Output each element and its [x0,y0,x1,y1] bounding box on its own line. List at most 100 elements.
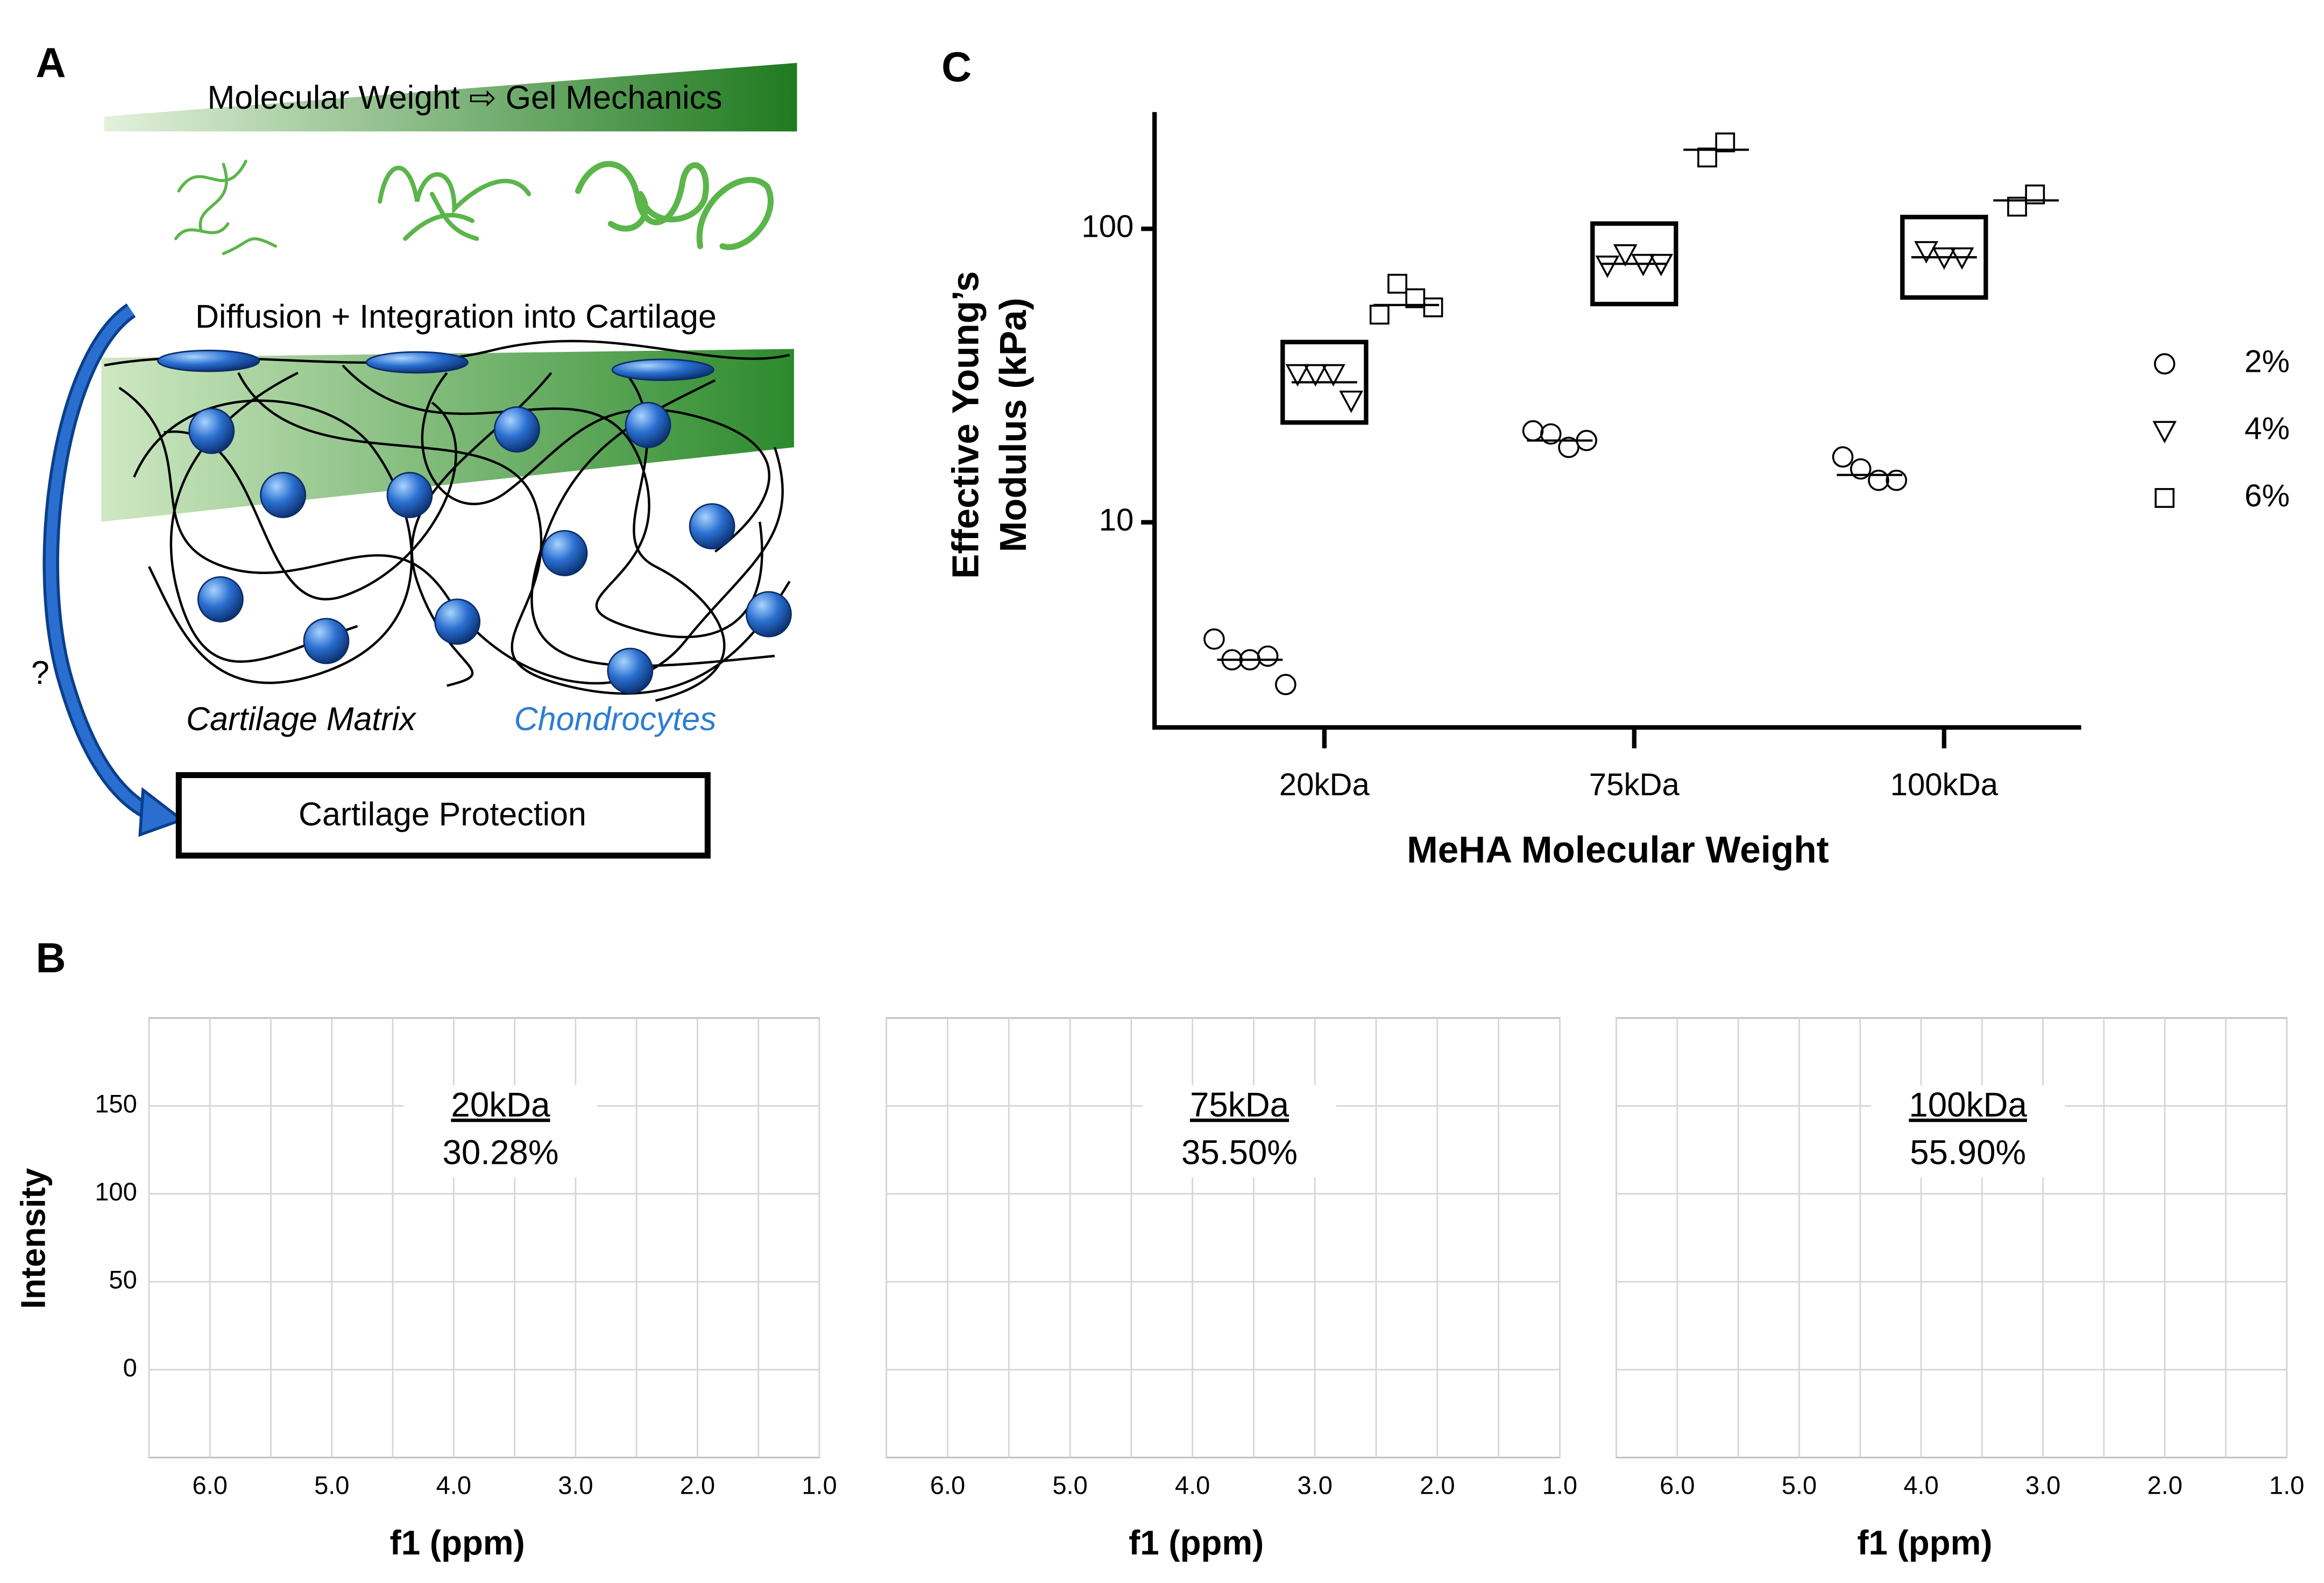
x-axis-title: f1 (ppm) [1129,1524,1264,1562]
x-tick-label: 1.0 [2269,1471,2304,1500]
gradient-wedge [104,62,797,132]
marker-square [1697,147,1717,168]
x-axis-title: f1 (ppm) [1857,1524,1992,1562]
marker-square [2025,184,2045,204]
marker-triangle [1914,241,1939,264]
arrow [46,306,152,817]
panel-label: C [941,44,972,90]
annotation-value: 30.28% [442,1134,558,1172]
x-axis-title: f1 (ppm) [390,1524,525,1562]
highlight-box [1900,215,1988,300]
x-tick-label: 5.0 [1052,1471,1087,1500]
annotation-label: 100kDa [1909,1086,2027,1124]
x-axis-title: MeHA Molecular Weight [1407,829,1829,871]
marker-circle [2153,353,2176,375]
plot-frame [1616,1017,2288,1459]
panel-c: C 10 100 20kDa 75kDa 100kDa MeHA Molecular Wei… [941,44,2290,871]
panel-a: A Molecular Weight ⇨ Gel Mechanics Diffu… [31,40,797,859]
panel-label: B [36,935,66,981]
annotation-bg [1143,1085,1336,1178]
panel-b: 6.0 5.0 4.0 3.0 2.0 1.0 0 50 100 150 20kDa 30.28% f1… [14,1017,2304,1562]
y-axis-title: Effective Young’s [944,271,986,579]
x-tick-label: 4.0 [1903,1471,1938,1500]
highlight-box [1590,221,1678,307]
marker-triangle [1285,364,1310,387]
annotation-bg [1871,1085,2065,1178]
marker-triangle [1595,256,1620,278]
x-tick-label: 6.0 [192,1471,227,1500]
x-tick-label: 4.0 [1175,1471,1210,1500]
spectrum-panel: 6.0 5.0 4.0 3.0 2.0 1.0 0 50 100 150 20kDa 30.28% f1… [14,1017,837,1562]
matrix-label: Cartilage Matrix [186,701,417,737]
annotation-bg [403,1085,598,1178]
x-tick-label: 5.0 [1782,1471,1817,1500]
cells-label: Chondrocytes [514,701,717,737]
x-tick-label: 3.0 [2025,1471,2060,1500]
marker-circle [1558,436,1579,458]
x-tick-label: 2.0 [1420,1471,1455,1500]
y-tick-label: 0 [123,1353,137,1382]
marker-circle [1540,423,1562,445]
spectrum-panel: 6.0 5.0 4.0 3.0 2.0 1.0 100kDa 55.90% f1 (ppm) [1616,1017,2304,1562]
x-tick-label: 2.0 [680,1471,715,1500]
marker-circle [1275,674,1296,696]
x-tick-label: 6.0 [1660,1471,1695,1500]
marker-square [1369,305,1390,325]
marker-circle [1868,469,1889,491]
y-tick-label: 100 [1081,209,1133,244]
outcome-label: Cartilage Protection [299,796,586,832]
marker-square [2155,488,2175,508]
diffusion-label: Diffusion + Integration into Cartilage [195,298,717,335]
x-tick-label: 1.0 [1542,1471,1577,1500]
wedge-title: Molecular Weight ⇨ Gel Mechanics [207,79,722,116]
x-tick-label: 5.0 [314,1471,349,1500]
x-tick-label: 20kDa [1279,767,1370,802]
marker-triangle [1339,390,1364,413]
spectrum-panel: 6.0 5.0 4.0 3.0 2.0 1.0 75kDa 35.50% f1 (ppm) [885,1017,1577,1562]
marker-circle [1886,469,1908,491]
y-tick-label: 10 [1099,503,1134,538]
marker-square [1715,132,1735,153]
legend-label: 6% [2244,478,2290,513]
y-axis-title: Intensity [14,1168,52,1309]
question-mark: ? [31,654,49,691]
annotation-value: 35.50% [1181,1134,1298,1172]
marker-triangle [2152,421,2177,444]
x-tick-label: 100kDa [1890,767,1999,802]
y-tick-label: 150 [95,1090,137,1118]
highlight-box [1280,340,1369,425]
marker-triangle [1321,364,1345,387]
x-tick-label: 4.0 [436,1471,471,1500]
marker-square [1387,273,1407,294]
plot-frame [148,1017,820,1459]
annotation-value: 55.90% [1910,1134,2026,1172]
legend-label: 4% [2244,411,2290,446]
marker-circle [1832,446,1854,468]
x-tick-label: 3.0 [1298,1471,1333,1500]
plot-frame [885,1017,1561,1459]
marker-circle [1257,645,1279,667]
marker-square [1423,297,1443,317]
arrow-head [138,787,185,837]
polymer-chains [174,159,774,256]
y-tick-label: 50 [109,1266,137,1294]
chondrocytes-cells [157,349,792,694]
x-tick-label: 6.0 [930,1471,965,1500]
panel-label: A [36,40,66,86]
y-axis-title: Modulus (kPa) [992,298,1034,552]
marker-triangle [1303,364,1328,387]
annotation-label: 75kDa [1190,1086,1289,1124]
marker-circle [1522,420,1544,442]
outcome-box [175,772,711,859]
annotation-label: 20kDa [451,1086,550,1124]
marker-square [2007,196,2027,217]
x-tick-label: 75kDa [1589,767,1680,802]
marker-circle [1203,628,1225,650]
legend-label: 2% [2244,344,2290,379]
x-tick-label: 3.0 [558,1471,593,1500]
marker-circle [1850,458,1872,480]
y-tick-label: 100 [95,1177,137,1206]
x-tick-label: 1.0 [802,1471,837,1500]
x-tick-label: 2.0 [2147,1471,2182,1500]
